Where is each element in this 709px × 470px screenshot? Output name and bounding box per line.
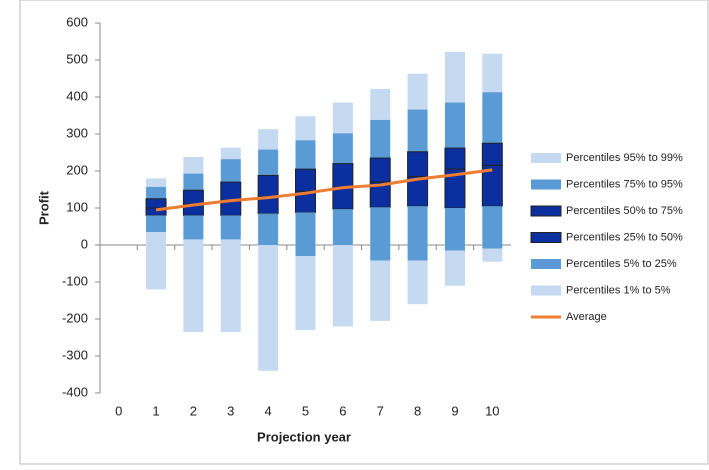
range-bar: [295, 168, 316, 192]
x-tick-label: 1: [152, 403, 159, 418]
range-bar: [146, 186, 167, 199]
legend-swatch: [531, 179, 561, 190]
y-tick-label: 400: [66, 88, 88, 103]
range-bar: [183, 156, 204, 174]
legend-label: Average: [566, 311, 607, 323]
range-bar: [370, 119, 391, 159]
legend-swatch: [531, 153, 561, 163]
x-axis-title: Projection year: [257, 429, 351, 444]
y-tick-label: -300: [62, 347, 88, 362]
range-bar: [482, 53, 503, 93]
x-tick-label: 8: [414, 403, 421, 418]
x-tick-label: 4: [265, 403, 272, 418]
range-bar: [444, 147, 466, 170]
range-bar: [295, 140, 316, 170]
range-bar: [482, 92, 503, 144]
range-bar: [444, 51, 465, 103]
range-bar: [407, 260, 428, 305]
range-bar: [370, 207, 391, 261]
range-bar: [295, 256, 316, 331]
range-bar: [332, 187, 354, 210]
x-tick-label: 5: [302, 403, 309, 418]
range-bar: [332, 209, 353, 245]
range-bar: [220, 239, 241, 332]
range-bar: [146, 178, 167, 187]
y-tick-label: 600: [66, 14, 88, 29]
range-bar: [220, 159, 241, 183]
range-bar: [370, 260, 391, 321]
range-bar: [258, 149, 279, 176]
range-bar: [482, 206, 503, 249]
y-axis-title: Profit: [36, 190, 51, 225]
range-bar: [482, 248, 503, 262]
range-bar: [407, 151, 429, 178]
range-bar: [407, 73, 428, 110]
range-bar: [258, 129, 279, 150]
range-bar: [407, 206, 428, 261]
x-tick-label: 9: [451, 403, 458, 418]
legend-swatch: [531, 259, 561, 269]
range-bar: [146, 232, 167, 290]
y-tick-label: 300: [66, 125, 88, 140]
range-bar: [145, 198, 167, 209]
range-bar: [332, 163, 354, 189]
range-bar: [220, 181, 242, 202]
legend-label: Percentiles 1% to 5%: [566, 284, 671, 296]
x-tick-label: 6: [339, 403, 346, 418]
y-tick-label: 0: [81, 236, 88, 251]
legend-label: Percentiles 25% to 50%: [566, 231, 683, 243]
x-tick-label: 2: [190, 403, 197, 418]
range-bar: [183, 173, 204, 191]
range-bar: [220, 215, 241, 240]
range-bar: [332, 133, 353, 164]
range-bar: [183, 239, 204, 332]
legend-label: Percentiles 50% to 75%: [566, 205, 683, 217]
range-bar: [220, 147, 241, 160]
range-bar: [369, 157, 391, 183]
range-bar: [258, 245, 279, 371]
range-bar: [146, 215, 167, 233]
y-tick-label: -400: [62, 384, 88, 399]
x-tick-label: 7: [377, 403, 384, 418]
chart-frame: [19, 0, 709, 465]
range-bar: [481, 142, 503, 166]
y-tick-label: -100: [62, 273, 88, 288]
legend-swatch: [530, 232, 562, 243]
range-bar: [332, 245, 353, 327]
y-tick-label: -200: [62, 310, 88, 325]
range-bar: [257, 174, 279, 198]
range-bar: [332, 102, 353, 134]
y-tick-label: 100: [66, 199, 88, 214]
legend-label: Percentiles 75% to 95%: [566, 178, 683, 190]
range-bar: [183, 215, 204, 240]
range-bar: [295, 116, 316, 141]
x-tick-label: 10: [485, 403, 499, 418]
average-line: [155, 168, 493, 212]
x-tick-label: 0: [115, 403, 122, 418]
range-bar: [258, 213, 279, 245]
range-bar: [295, 212, 316, 257]
legend-swatch: [530, 205, 562, 217]
y-tick-label: 500: [66, 51, 88, 66]
legend-swatch: [531, 285, 561, 296]
legend-label: Percentiles 95% to 99%: [566, 152, 683, 164]
y-tick-label: 200: [66, 162, 88, 177]
range-bar: [182, 189, 204, 205]
x-tick-label: 3: [227, 403, 234, 418]
range-bar: [407, 109, 428, 152]
range-bar: [444, 102, 465, 149]
legend-label: Percentiles 5% to 25%: [566, 258, 677, 270]
range-bar: [444, 250, 465, 286]
range-bar: [444, 208, 465, 251]
range-bar: [370, 88, 391, 120]
